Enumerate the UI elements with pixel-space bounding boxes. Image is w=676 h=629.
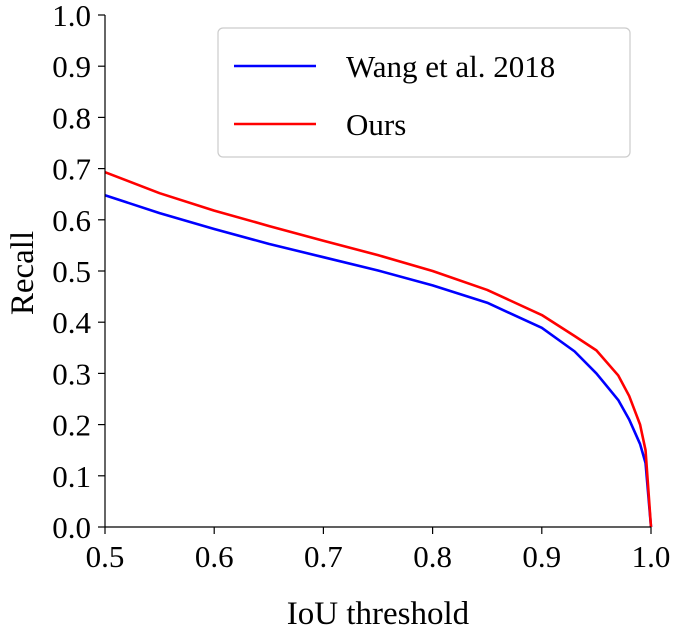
y-tick-label: 0.2 (52, 408, 91, 443)
series-layer (104, 170, 653, 528)
legend-label-0: Wang et al. 2018 (346, 49, 555, 84)
legend-box (217, 27, 631, 158)
x-tick-label: 0.9 (522, 539, 561, 574)
y-tick-label: 0.1 (52, 459, 91, 494)
x-axis-title: IoU threshold (287, 596, 470, 629)
y-tick-label: 0.4 (52, 305, 91, 340)
series-line-0 (104, 193, 653, 528)
legend-label-1: Ours (346, 107, 406, 142)
ticks-layer: 0.5 0.6 0.7 0.8 0.9 1.0 0.0 0.1 0.2 0.3 0.4 0.5 0.6 0… (52, 0, 670, 574)
y-tick-label: 0.9 (52, 49, 91, 84)
y-tick-label: 0.8 (52, 100, 91, 135)
series-line-1 (104, 170, 653, 528)
x-tick-label: 0.7 (304, 539, 343, 574)
y-tick-label: 0.5 (52, 254, 91, 289)
x-tick-label: 0.6 (195, 539, 234, 574)
y-tick-label: 1.0 (52, 0, 91, 33)
y-tick-label: 0.7 (52, 152, 91, 187)
legend: Wang et al. 2018 Ours (217, 27, 631, 158)
x-tick-label: 1.0 (632, 539, 671, 574)
y-tick-label: 0.3 (52, 356, 91, 391)
x-tick-label: 0.8 (413, 539, 452, 574)
x-tick-label: 0.5 (86, 539, 125, 574)
y-tick-label: 0.6 (52, 203, 91, 238)
y-axis-title: Recall (5, 231, 41, 315)
y-tick-label: 0.0 (52, 510, 91, 545)
